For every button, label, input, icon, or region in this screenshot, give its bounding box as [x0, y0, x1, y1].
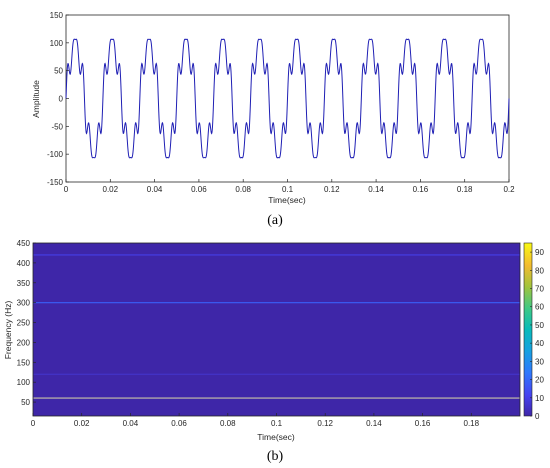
x-tick-label: 0.16 [415, 419, 431, 428]
x-tick-label: 0.04 [147, 185, 163, 194]
y-tick-label: 450 [17, 239, 31, 248]
colorbar-tick-label: 20 [535, 376, 544, 385]
x-tick-label: 0 [31, 419, 36, 428]
y-tick-label: 100 [17, 378, 31, 387]
y-tick-label: 100 [50, 39, 64, 48]
x-tick-label: 0.12 [324, 185, 340, 194]
x-tick-label: 0.1 [282, 185, 294, 194]
colorbar-tick-label: 40 [535, 339, 544, 348]
colorbar-tick-label: 0 [535, 412, 540, 421]
y-tick-label: -100 [47, 150, 64, 159]
y-tick-label: 400 [17, 259, 31, 268]
x-tick-label: 0.12 [317, 419, 333, 428]
colorbar-tick-label: 10 [535, 394, 544, 403]
y-axis-label-b: Frequency (Hz) [3, 301, 13, 360]
colorbar-tick-label: 70 [535, 285, 544, 294]
y-tick-label: 200 [17, 338, 31, 347]
x-tick-label: 0.14 [368, 185, 384, 194]
colorbar-tick-label: 50 [535, 321, 544, 330]
signal-line [65, 38, 510, 159]
x-tick-label: 0.04 [123, 419, 139, 428]
x-tick-label: 0.18 [457, 185, 473, 194]
caption-a: (a) [267, 213, 283, 228]
x-tick-label: 0.02 [74, 419, 90, 428]
heatmap-area [32, 242, 521, 417]
y-tick-label: 350 [17, 279, 31, 288]
chart-a: 0 0.02 0.04 0.06 0.08 0.1 0.12 0.14 0.16 0.18 0.2 … [31, 11, 515, 228]
x-tick-label: 0.08 [220, 419, 236, 428]
y-tick-label: 300 [17, 299, 31, 308]
x-tick-label: 0 [64, 185, 69, 194]
x-tick-label: 0.06 [191, 185, 207, 194]
colorbar-tick-label: 90 [535, 248, 544, 257]
y-tick-label: 250 [17, 319, 31, 328]
x-tick-label: 0.2 [503, 185, 515, 194]
x-tick-label: 0.08 [235, 185, 251, 194]
colorbar-tick-label: 80 [535, 266, 544, 275]
y-tick-label: 150 [50, 11, 64, 20]
x-axis-label-a: Time(sec) [268, 195, 306, 205]
colorbar-tick-label: 60 [535, 303, 544, 312]
x-tick-label: 0.06 [171, 419, 187, 428]
y-tick-label: 50 [54, 67, 63, 76]
y-tick-label: -150 [47, 178, 64, 187]
colorbar [523, 242, 533, 417]
y-tick-label: 50 [21, 398, 30, 407]
chart-b: 0 0.02 0.04 0.06 0.08 0.1 0.12 0.14 0.16 0.18 450… [3, 239, 544, 464]
caption-b: (b) [267, 449, 284, 464]
x-tick-label: 0.14 [366, 419, 382, 428]
y-tick-label: 0 [59, 95, 64, 104]
x-tick-label: 0.02 [103, 185, 119, 194]
x-tick-label: 0.1 [271, 419, 283, 428]
y-tick-label: 150 [17, 358, 31, 367]
x-axis-label-b: Time(sec) [257, 432, 295, 442]
colorbar-tick-label: 30 [535, 357, 544, 366]
x-tick-label: 0.18 [464, 419, 480, 428]
y-axis-label-a: Amplitude [31, 80, 41, 118]
x-tick-label: 0.16 [413, 185, 429, 194]
y-tick-label: -50 [51, 122, 63, 131]
